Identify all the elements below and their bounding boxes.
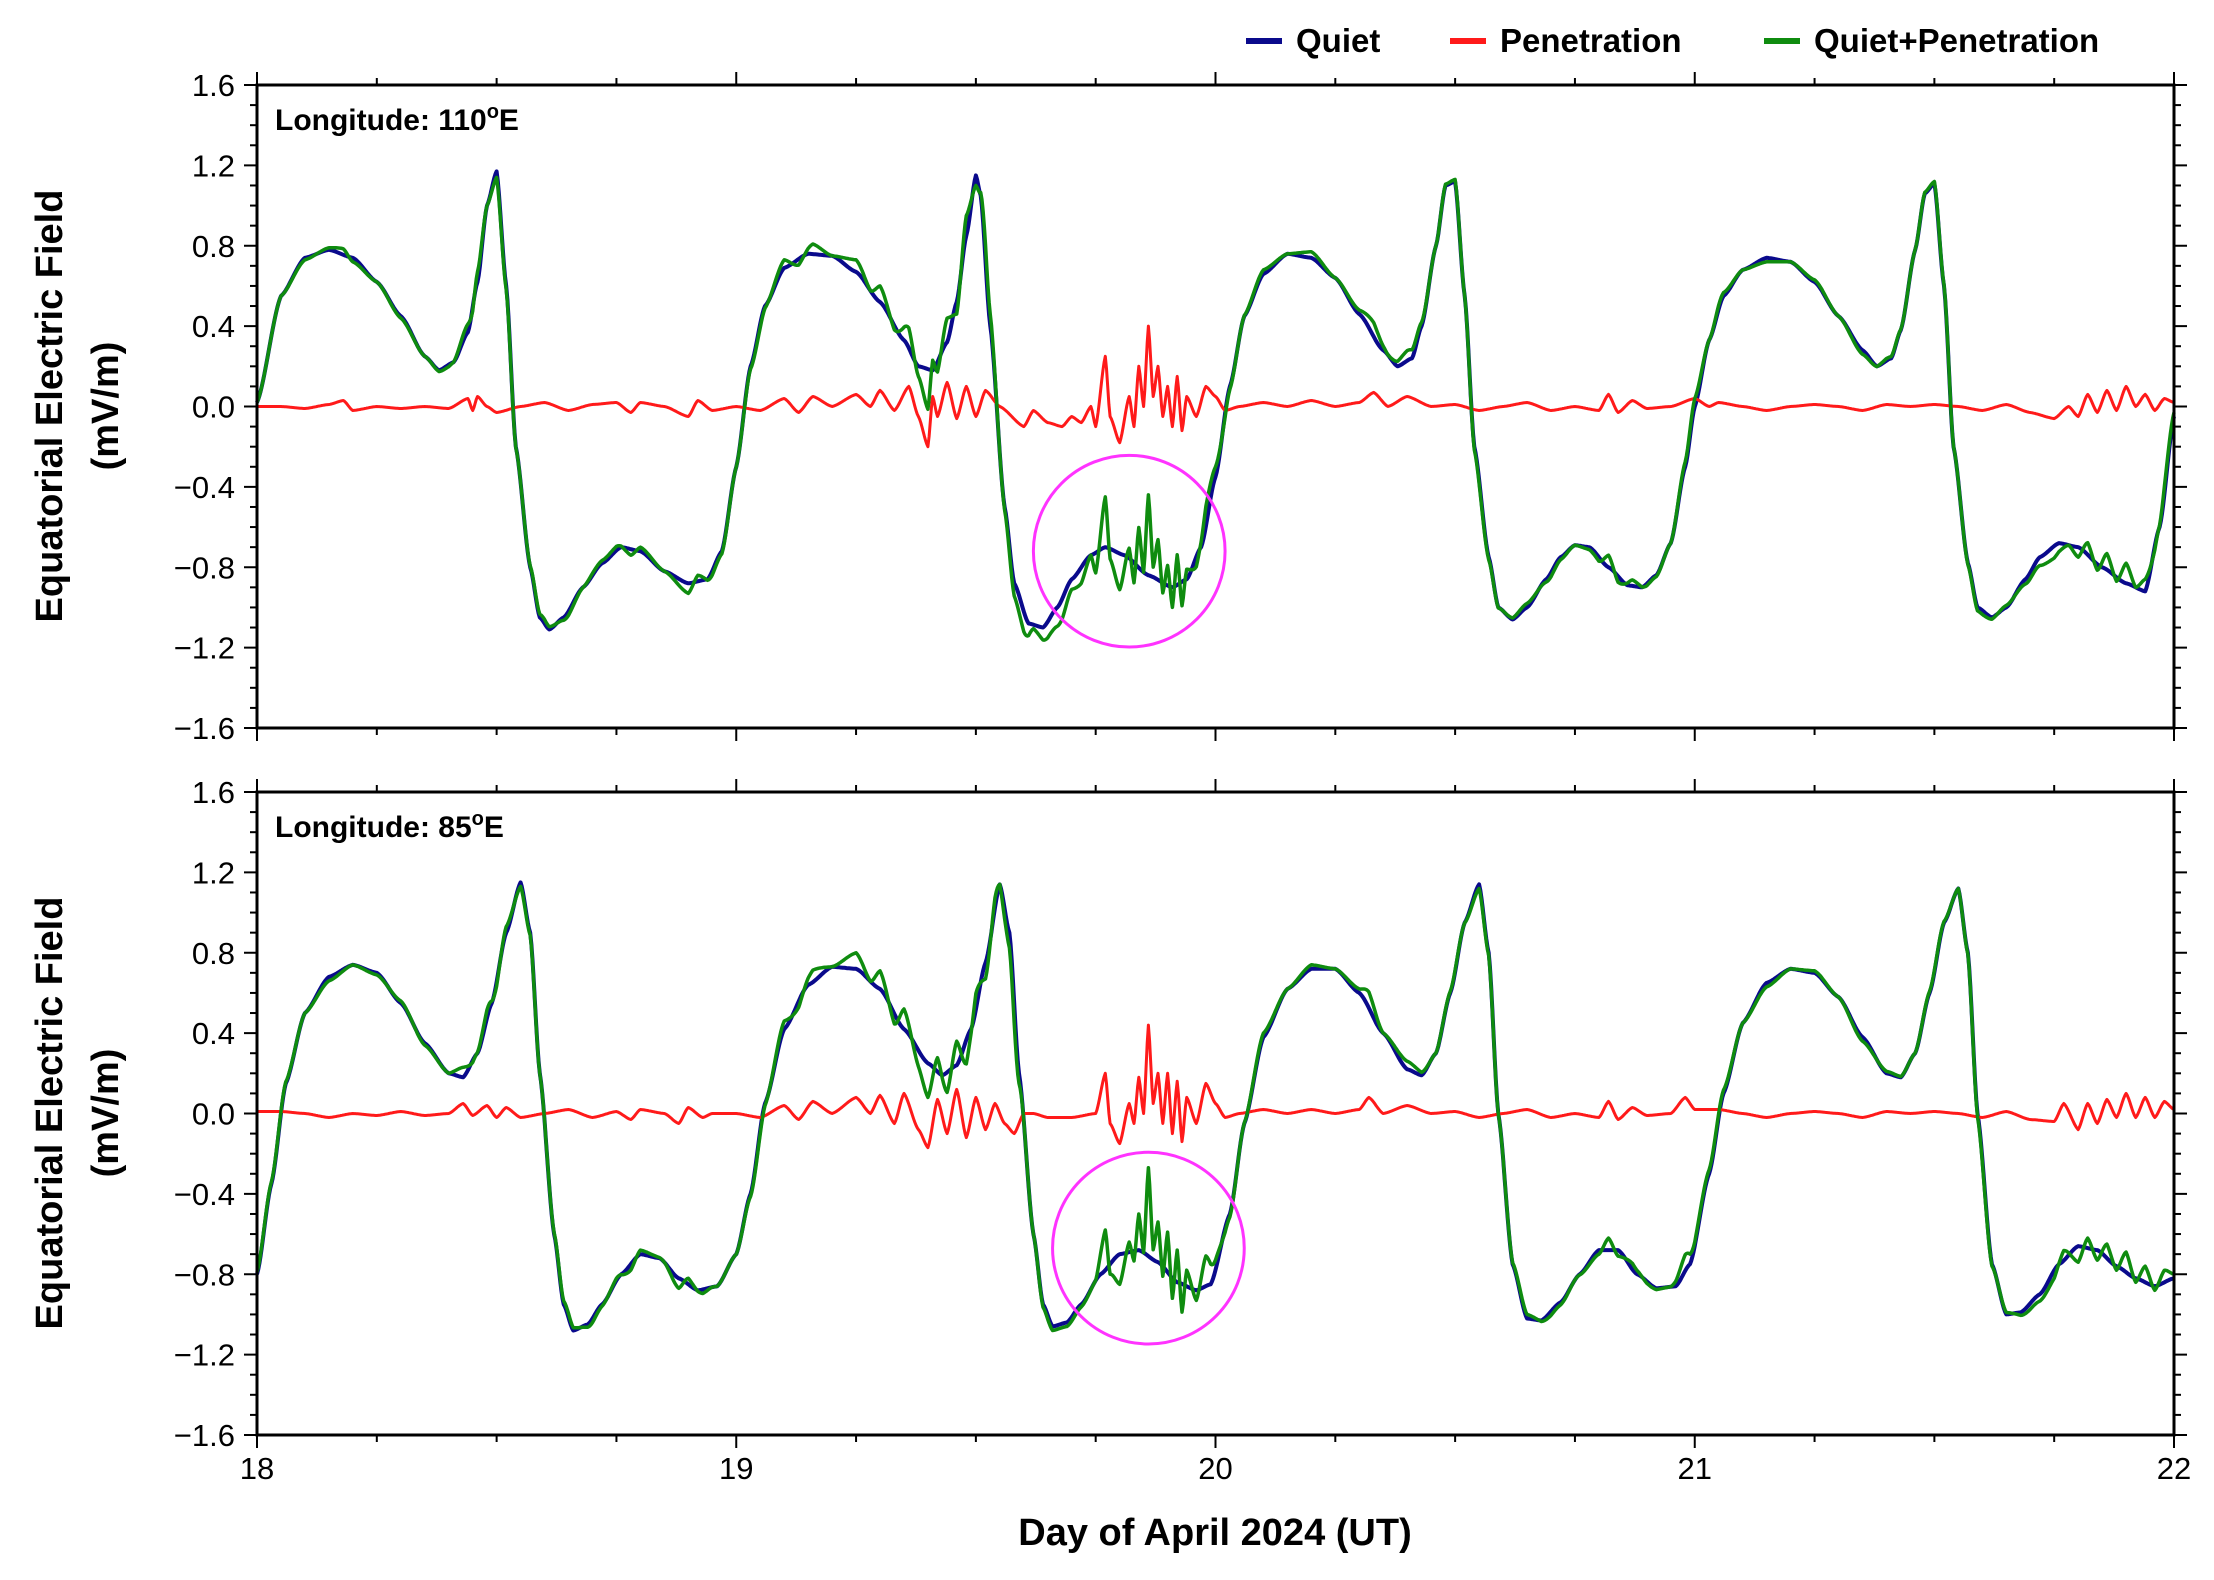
panel-85e-ylabel-line1: Equatorial Electric Field <box>29 897 71 1330</box>
panel-85e-ylabel-line2: (mV/m) <box>85 1049 127 1178</box>
panel-85e-label: Longitude: 85oE <box>275 808 504 844</box>
y-tick-label: 1.2 <box>192 148 235 183</box>
legend: Quiet Penetration Quiet+Penetration <box>1246 22 2099 59</box>
x-tick-label: 21 <box>1678 1451 1712 1486</box>
panel-110e-label-degree: o <box>487 101 499 123</box>
y-tick-label: 1.6 <box>192 775 235 810</box>
series-quiet-penetration <box>255 882 2175 1333</box>
panel-110e-label-main: Longitude: 110 <box>275 104 487 137</box>
y-tick-label: −0.4 <box>174 1177 235 1212</box>
panel-85e-label-suffix: E <box>484 811 504 844</box>
panel-85e-series <box>255 880 2175 1346</box>
x-tick-label: 19 <box>719 1451 753 1486</box>
panel-110e-label: Longitude: 110oE <box>275 101 519 137</box>
x-tick-label: 22 <box>2157 1451 2191 1486</box>
series-penetration <box>256 1023 2175 1150</box>
legend-label-penetration: Penetration <box>1500 22 1682 59</box>
panel-110e-ylabel-line1: Equatorial Electric Field <box>29 190 71 623</box>
panel-85e-frame <box>255 790 2176 1437</box>
y-tick-label: 0.4 <box>192 309 235 344</box>
y-tick-label: −0.8 <box>174 550 235 585</box>
highlight-circle <box>1051 1150 1246 1346</box>
y-tick-label: −1.6 <box>174 1418 235 1453</box>
y-tick-label: 0.0 <box>192 1097 235 1132</box>
y-tick-label: 0.8 <box>192 229 235 264</box>
x-tick-label: 18 <box>240 1451 274 1486</box>
panel-110e-ytick-labels: 1.6 1.2 0.8 0.4 0.0 −0.4 −0.8 −1.2 −1.6 <box>174 68 235 746</box>
y-tick-label: 1.2 <box>192 855 235 890</box>
panel-110e-frame <box>255 83 2176 730</box>
x-axis-title: Day of April 2024 (UT) <box>1018 1512 1411 1554</box>
y-tick-label: −0.8 <box>174 1257 235 1292</box>
series-quiet-penetration <box>255 175 2176 642</box>
legend-label-quiet: Quiet <box>1296 22 1380 59</box>
series-penetration <box>256 324 2175 449</box>
y-tick-label: −1.6 <box>174 711 235 746</box>
panel-110e-series <box>255 169 2176 649</box>
y-tick-label: 0.8 <box>192 936 235 971</box>
panel-85e-ytick-labels: 1.6 1.2 0.8 0.4 0.0 −0.4 −0.8 −1.2 −1.6 <box>174 775 235 1453</box>
x-tick-label: 20 <box>1198 1451 1232 1486</box>
legend-label-quiet-penetration: Quiet+Penetration <box>1814 22 2099 59</box>
highlight-circle <box>1031 453 1227 649</box>
y-tick-label: 0.0 <box>192 390 235 425</box>
panel-85e: 1.6 1.2 0.8 0.4 0.0 −0.4 −0.8 −1.2 −1.6 Longitud… <box>29 775 2187 1453</box>
y-tick-label: −1.2 <box>174 1338 235 1373</box>
panel-85e-label-degree: o <box>472 808 484 830</box>
panel-110e: 1.6 1.2 0.8 0.4 0.0 −0.4 −0.8 −1.2 −1.6 Longitud… <box>29 68 2187 746</box>
y-tick-label: 1.6 <box>192 68 235 103</box>
y-tick-label: −0.4 <box>174 470 235 505</box>
panel-110e-ylabel-line2: (mV/m) <box>85 342 127 471</box>
x-tick-labels: 18 19 20 21 22 <box>240 1451 2191 1486</box>
panel-110e-label-suffix: E <box>499 104 519 137</box>
y-tick-label: 0.4 <box>192 1016 235 1051</box>
panel-85e-label-main: Longitude: 85 <box>275 811 472 844</box>
y-tick-label: −1.2 <box>174 631 235 666</box>
series-quiet <box>255 169 2176 632</box>
